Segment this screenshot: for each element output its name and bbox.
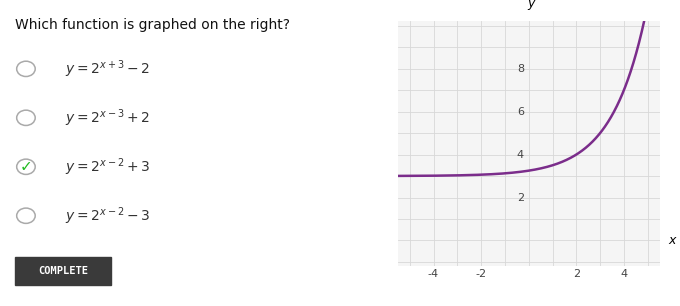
Text: $y = 2^{x+3} - 2$: $y = 2^{x+3} - 2$ xyxy=(65,58,150,80)
Text: Which function is graphed on the right?: Which function is graphed on the right? xyxy=(15,18,290,32)
Text: ✓: ✓ xyxy=(20,159,33,174)
Text: 8: 8 xyxy=(517,64,524,74)
Text: -2: -2 xyxy=(475,269,487,279)
Text: 6: 6 xyxy=(517,106,524,117)
Text: 2: 2 xyxy=(517,192,524,203)
Text: 2: 2 xyxy=(573,269,580,279)
Text: $y = 2^{x-2} + 3$: $y = 2^{x-2} + 3$ xyxy=(65,156,150,177)
FancyBboxPatch shape xyxy=(15,257,112,285)
Text: COMPLETE: COMPLETE xyxy=(38,266,88,276)
Text: -4: -4 xyxy=(428,269,439,279)
Text: 4: 4 xyxy=(517,150,524,159)
Text: $y = 2^{x-2} - 3$: $y = 2^{x-2} - 3$ xyxy=(65,205,150,226)
Text: 4: 4 xyxy=(620,269,628,279)
Text: $x$: $x$ xyxy=(668,234,678,247)
Text: $y$: $y$ xyxy=(528,0,537,12)
Text: $y = 2^{x-3} + 2$: $y = 2^{x-3} + 2$ xyxy=(65,107,150,129)
